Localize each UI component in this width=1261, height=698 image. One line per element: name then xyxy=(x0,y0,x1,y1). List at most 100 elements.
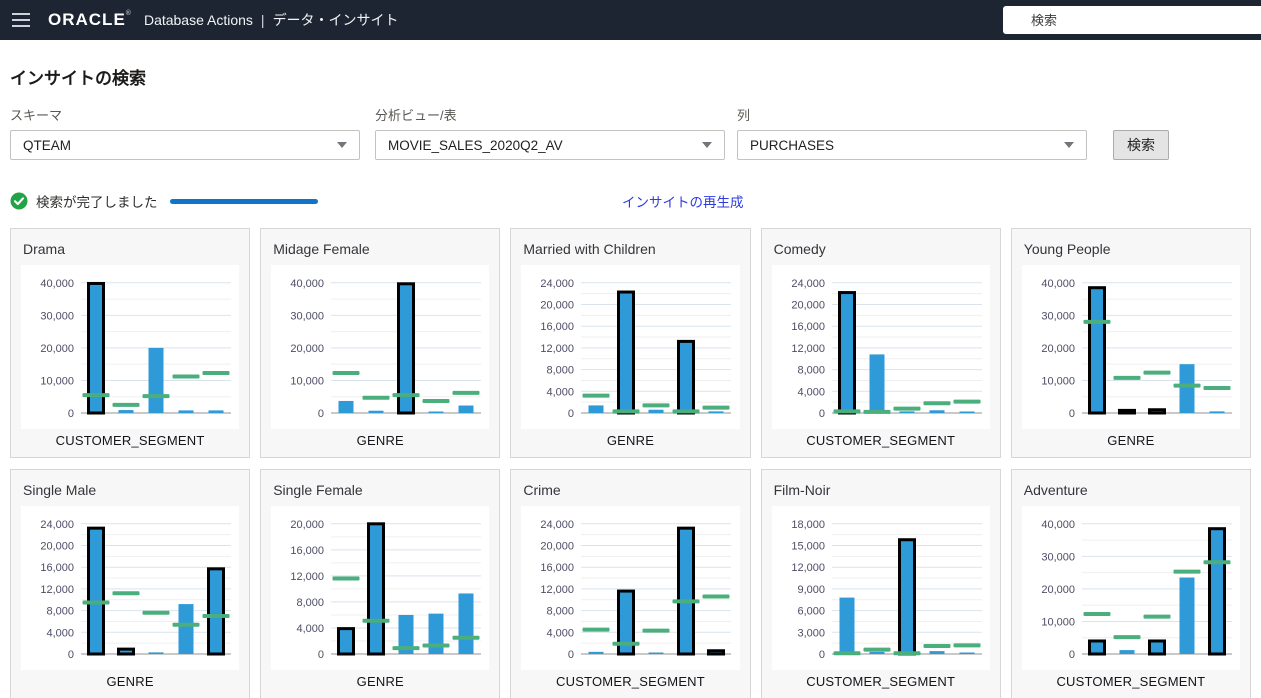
status-text: 検索が完了しました xyxy=(36,195,158,210)
svg-text:20,000: 20,000 xyxy=(1041,584,1075,596)
insight-card-title: Married with Children xyxy=(523,241,656,257)
svg-text:8,000: 8,000 xyxy=(547,606,575,618)
svg-text:8,000: 8,000 xyxy=(547,365,575,377)
main-content: インサイトの検索 スキーマ QTEAM 分析ビュー/表 MOVIE_SALES_… xyxy=(0,64,1261,698)
analytic-view-field: 分析ビュー/表 MOVIE_SALES_2020Q2_AV xyxy=(375,105,725,160)
svg-text:0: 0 xyxy=(568,649,574,661)
success-check-icon xyxy=(10,192,28,210)
analytic-view-select[interactable]: MOVIE_SALES_2020Q2_AV xyxy=(375,130,725,160)
insight-card-title: Single Male xyxy=(23,482,97,498)
insight-card[interactable]: Film-Noir 0 3,000 6,000 9,000 12,000 15,000 18… xyxy=(760,469,1001,698)
svg-text:20,000: 20,000 xyxy=(1041,343,1075,355)
hamburger-menu-icon[interactable] xyxy=(12,13,30,27)
svg-text:30,000: 30,000 xyxy=(1041,310,1075,322)
insight-card-title: Young People xyxy=(1023,241,1111,257)
svg-text:10,000: 10,000 xyxy=(1041,616,1075,628)
svg-text:40,000: 40,000 xyxy=(291,278,325,290)
insight-card[interactable]: Young People 0 10,000 20,000 30,000 40,000 G… xyxy=(1010,228,1251,458)
insight-card[interactable]: Single Male 0 4,000 8,000 12,000 16,000 20,00… xyxy=(10,469,251,698)
schema-label: スキーマ xyxy=(10,108,63,123)
svg-text:9,000: 9,000 xyxy=(797,584,825,596)
svg-text:4,000: 4,000 xyxy=(547,386,575,398)
analytic-view-label: 分析ビュー/表 xyxy=(375,108,457,123)
bar-chart: 0 3,000 6,000 9,000 12,000 15,000 18,000 xyxy=(771,506,990,670)
insight-card-title: Single Female xyxy=(273,482,363,498)
svg-text:0: 0 xyxy=(818,649,824,661)
svg-text:0: 0 xyxy=(318,649,324,661)
insight-card[interactable]: Single Female 0 4,000 8,000 12,000 16,000 20,… xyxy=(260,469,501,698)
svg-text:8,000: 8,000 xyxy=(46,606,74,618)
insight-card[interactable]: Midage Female 0 10,000 20,000 30,000 40,000 … xyxy=(260,228,501,458)
status-row: 検索が完了しました インサイトの再生成 xyxy=(10,190,1251,212)
bar-chart: 0 4,000 8,000 12,000 16,000 20,000 24,000 xyxy=(21,506,240,670)
svg-text:4,000: 4,000 xyxy=(547,627,575,639)
insight-card[interactable]: Comedy 0 4,000 8,000 12,000 16,000 20,000 24,0… xyxy=(760,228,1001,458)
svg-text:40,000: 40,000 xyxy=(40,278,74,290)
schema-select[interactable]: QTEAM xyxy=(10,130,360,160)
column-select[interactable]: PURCHASES xyxy=(737,130,1087,160)
chart-x-axis-label: GENRE xyxy=(356,674,404,689)
insight-card-title: Film-Noir xyxy=(773,482,831,498)
svg-text:12,000: 12,000 xyxy=(541,343,575,355)
bar-chart: 0 4,000 8,000 12,000 16,000 20,000 24,000 xyxy=(521,506,740,670)
svg-text:10,000: 10,000 xyxy=(40,375,74,387)
svg-text:0: 0 xyxy=(1069,408,1075,420)
regenerate-insights-link[interactable]: インサイトの再生成 xyxy=(622,195,744,210)
title-separator: | xyxy=(260,12,265,28)
column-select-value: PURCHASES xyxy=(750,137,835,153)
svg-text:20,000: 20,000 xyxy=(40,541,74,553)
svg-text:20,000: 20,000 xyxy=(541,541,575,553)
svg-text:16,000: 16,000 xyxy=(40,562,74,574)
svg-text:8,000: 8,000 xyxy=(297,597,325,609)
schema-field: スキーマ QTEAM xyxy=(10,105,360,160)
insight-card[interactable]: Drama 0 10,000 20,000 30,000 40,000 CUSTOMER… xyxy=(10,228,251,458)
svg-text:20,000: 20,000 xyxy=(291,519,325,531)
column-label: 列 xyxy=(737,108,751,123)
insight-cards-grid: Drama 0 10,000 20,000 30,000 40,000 CUSTOMER… xyxy=(10,228,1251,698)
bar-chart: 0 10,000 20,000 30,000 40,000 xyxy=(271,265,490,429)
svg-text:15,000: 15,000 xyxy=(791,541,825,553)
svg-text:16,000: 16,000 xyxy=(541,562,575,574)
chart-x-axis-label: GENRE xyxy=(1107,433,1155,448)
svg-text:4,000: 4,000 xyxy=(46,627,74,639)
insight-card-title: Midage Female xyxy=(273,241,370,257)
chart-x-axis-label: CUSTOMER_SEGMENT xyxy=(806,433,956,448)
svg-text:24,000: 24,000 xyxy=(541,278,575,290)
insight-card-title: Drama xyxy=(23,241,66,257)
svg-text:0: 0 xyxy=(318,408,324,420)
insight-card-title: Comedy xyxy=(773,241,826,257)
svg-text:0: 0 xyxy=(68,649,74,661)
svg-text:12,000: 12,000 xyxy=(40,584,74,596)
page-title: インサイトの検索 xyxy=(10,69,146,88)
svg-text:16,000: 16,000 xyxy=(291,545,325,557)
svg-text:30,000: 30,000 xyxy=(1041,551,1075,563)
insight-card-title: Crime xyxy=(523,482,561,498)
insight-card[interactable]: Married with Children 0 4,000 8,000 12,000 1… xyxy=(510,228,751,458)
svg-text:20,000: 20,000 xyxy=(40,343,74,355)
svg-text:8,000: 8,000 xyxy=(797,365,825,377)
svg-text:3,000: 3,000 xyxy=(797,627,825,639)
svg-text:0: 0 xyxy=(1069,649,1075,661)
column-field: 列 PURCHASES xyxy=(737,105,1087,160)
svg-text:12,000: 12,000 xyxy=(791,562,825,574)
chevron-down-icon xyxy=(1064,142,1074,148)
svg-text:0: 0 xyxy=(818,408,824,420)
insight-card[interactable]: Adventure 0 10,000 20,000 30,000 40,000 CUST… xyxy=(1010,469,1251,698)
insight-card[interactable]: Crime 0 4,000 8,000 12,000 16,000 20,000 24,00… xyxy=(510,469,751,698)
header-page-name: データ・インサイト xyxy=(272,12,399,28)
chart-x-axis-label: CUSTOMER_SEGMENT xyxy=(556,674,705,689)
svg-text:0: 0 xyxy=(68,408,74,420)
header-search-input[interactable] xyxy=(1003,6,1261,34)
app-header: ORACLE® Database Actions | データ・インサイト xyxy=(0,0,1261,40)
svg-text:24,000: 24,000 xyxy=(791,278,825,290)
svg-text:30,000: 30,000 xyxy=(291,310,325,322)
bar-chart: 0 4,000 8,000 12,000 16,000 20,000 xyxy=(271,506,490,670)
svg-text:24,000: 24,000 xyxy=(40,519,74,531)
svg-text:24,000: 24,000 xyxy=(541,519,575,531)
chevron-down-icon xyxy=(337,142,347,148)
svg-text:30,000: 30,000 xyxy=(40,310,74,322)
chart-x-axis-label: GENRE xyxy=(106,674,154,689)
svg-text:16,000: 16,000 xyxy=(791,321,825,333)
svg-text:20,000: 20,000 xyxy=(291,343,325,355)
search-button[interactable]: 検索 xyxy=(1113,130,1169,160)
